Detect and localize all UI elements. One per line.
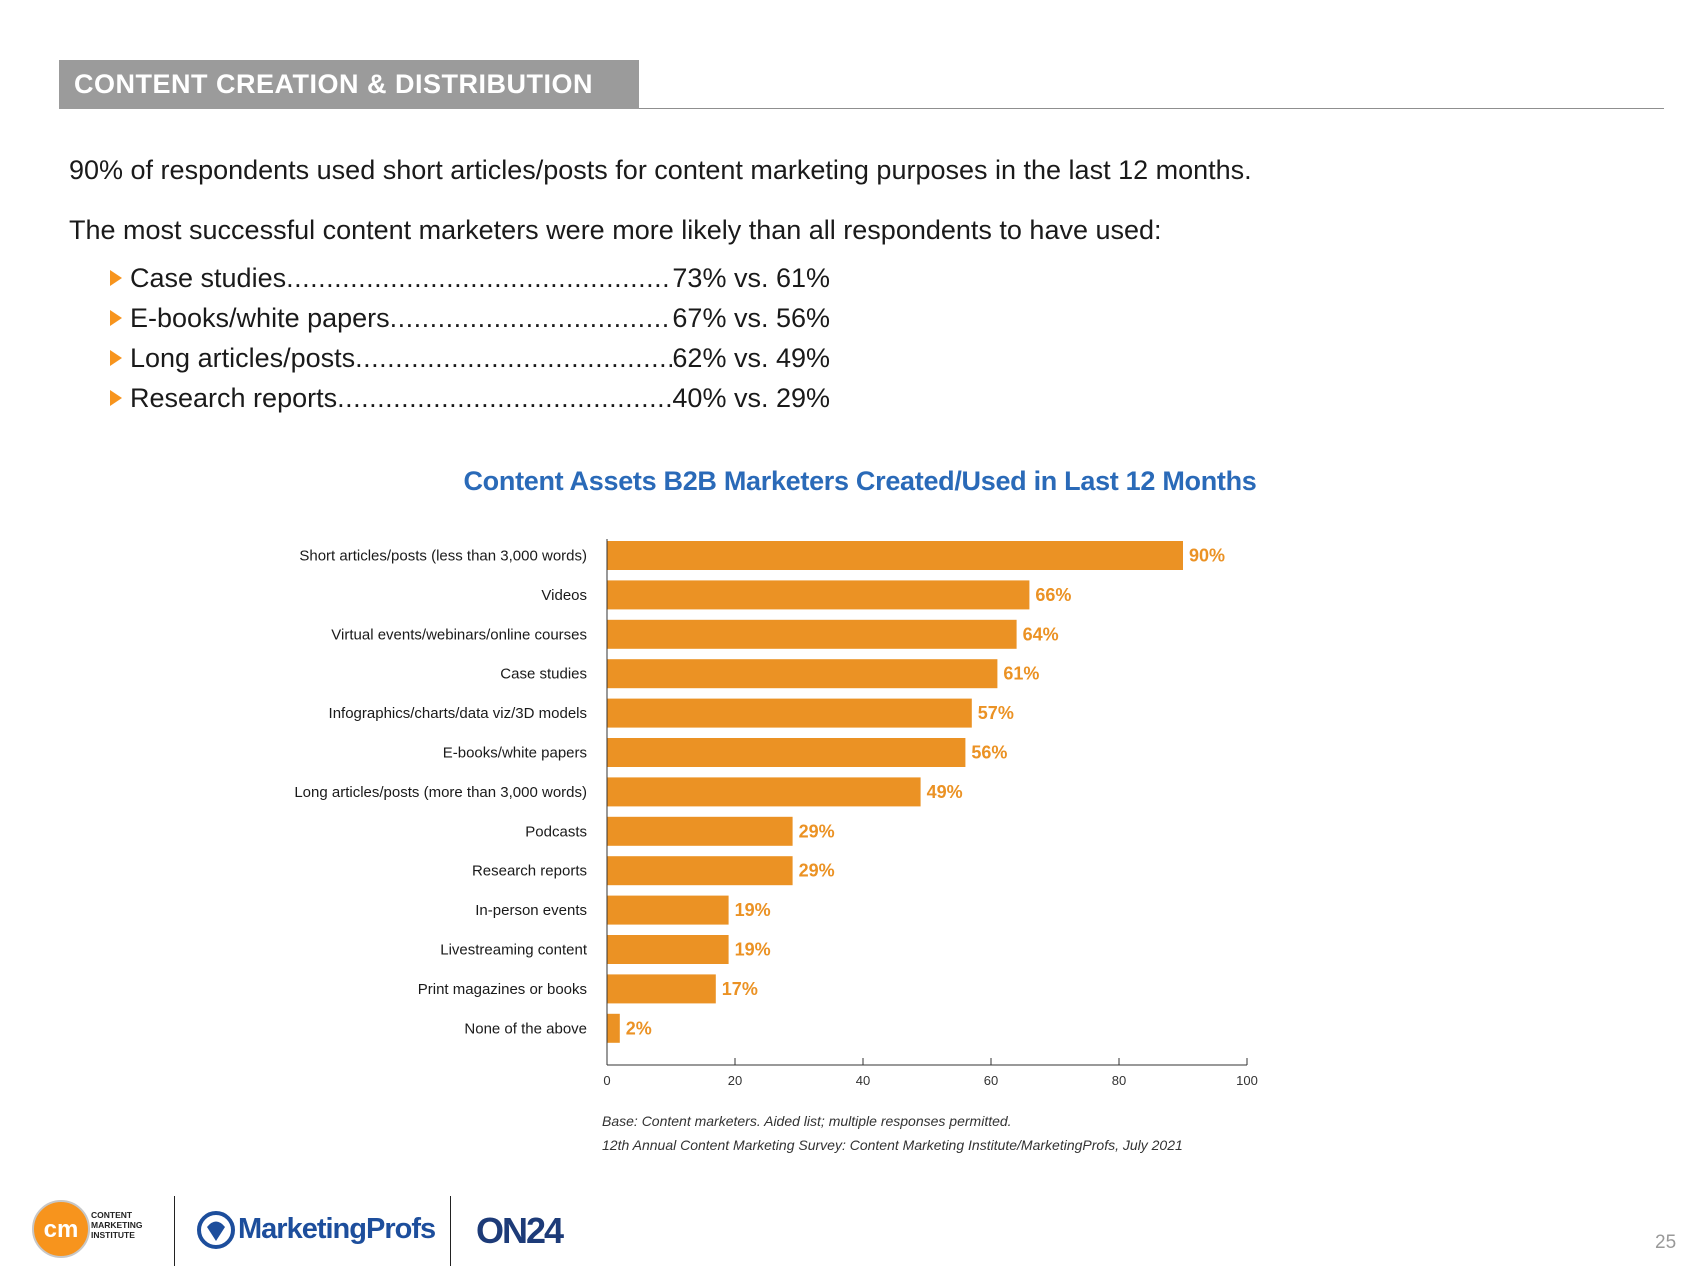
category-label: Print magazines or books <box>418 981 587 998</box>
marketingprofs-logo: MarketingProfs <box>238 1213 436 1245</box>
stat-label: Research reports <box>130 383 338 413</box>
cmi-initials: cm <box>44 1216 79 1243</box>
footnote-source: 12th Annual Content Marketing Survey: Co… <box>602 1137 1183 1153</box>
bar <box>607 895 729 925</box>
x-tick-label: 40 <box>856 1073 870 1088</box>
bar <box>607 580 1030 610</box>
category-label: Virtual events/webinars/online courses <box>331 626 587 643</box>
data-label: 17% <box>722 979 758 999</box>
x-tick-label: 60 <box>984 1073 998 1088</box>
stat-label: Long articles/posts <box>130 343 356 373</box>
bar <box>607 698 972 728</box>
data-label: 29% <box>799 821 835 841</box>
data-label: 64% <box>1023 624 1059 644</box>
category-label: Research reports <box>472 863 587 880</box>
stat-label: E-books/white papers <box>130 303 390 333</box>
bullet-arrow-icon <box>110 270 122 286</box>
data-label: 29% <box>799 861 835 881</box>
bar <box>607 856 793 886</box>
stat-value: 40% vs. 29% <box>672 383 830 413</box>
cmi-wordmark: CONTENT MARKETING INSTITUTE <box>91 1210 143 1240</box>
x-tick-label: 20 <box>728 1073 742 1088</box>
on24-logo: ON24 <box>476 1210 564 1251</box>
logo-separator <box>174 1196 175 1266</box>
intro-line-1: 90% of respondents used short articles/p… <box>69 155 1252 185</box>
stat-label: Case studies <box>130 263 287 293</box>
bullet-arrow-icon <box>110 350 122 366</box>
bar <box>607 738 966 767</box>
cmi-logo: cm <box>32 1200 90 1258</box>
x-tick-label: 100 <box>1236 1073 1258 1088</box>
category-label: Videos <box>541 587 587 604</box>
logo-bar: cm CONTENT MARKETING INSTITUTE Marketing… <box>32 1196 632 1266</box>
bar <box>607 541 1183 570</box>
stat-row: Long articles/posts 62% vs. 49% <box>110 338 830 378</box>
bullet-arrow-icon <box>110 310 122 326</box>
intro-line-2: The most successful content marketers we… <box>69 215 1162 245</box>
data-label: 61% <box>1003 664 1039 684</box>
category-label: Short articles/posts (less than 3,000 wo… <box>299 548 587 565</box>
logo-separator <box>450 1196 451 1266</box>
chart-title: Content Assets B2B Marketers Created/Use… <box>463 466 1257 496</box>
page-number: 25 <box>1655 1232 1677 1253</box>
bar <box>607 974 716 1004</box>
marketingprofs-icon <box>197 1211 235 1249</box>
category-label: E-books/white papers <box>443 745 587 762</box>
footnote-base: Base: Content marketers. Aided list; mul… <box>602 1113 1012 1129</box>
stat-row: E-books/white papers 67% vs. 56% <box>110 298 830 338</box>
stat-row: Case studies 73% vs. 61% <box>110 258 830 298</box>
data-label: 56% <box>971 743 1007 763</box>
stats-list: Case studies 73% vs. 61% E-books/white p… <box>110 258 830 418</box>
x-tick-label: 80 <box>1112 1073 1126 1088</box>
bullet-arrow-icon <box>110 390 122 406</box>
stat-value: 73% vs. 61% <box>672 263 830 293</box>
category-label: None of the above <box>464 1020 587 1037</box>
data-label: 90% <box>1189 546 1225 566</box>
section-header: CONTENT CREATION & DISTRIBUTION <box>59 60 639 109</box>
bar <box>607 1013 620 1043</box>
stat-value: 62% vs. 49% <box>672 343 830 373</box>
header-rule <box>639 108 1664 109</box>
bar <box>607 619 1017 649</box>
stat-row: Research reports 40% vs. 29% <box>110 378 830 418</box>
category-label: Infographics/charts/data viz/3D models <box>329 705 587 722</box>
stat-value: 67% vs. 56% <box>672 303 830 333</box>
data-label: 19% <box>735 940 771 960</box>
category-label: Long articles/posts (more than 3,000 wor… <box>294 784 587 801</box>
data-label: 66% <box>1035 585 1071 605</box>
data-label: 49% <box>927 782 963 802</box>
category-label: In-person events <box>475 902 587 919</box>
category-label: Livestreaming content <box>440 942 588 959</box>
data-label: 57% <box>978 703 1014 723</box>
x-tick-label: 0 <box>603 1073 610 1088</box>
category-label: Podcasts <box>525 823 587 840</box>
data-label: 19% <box>735 900 771 920</box>
bar <box>607 777 921 807</box>
category-label: Case studies <box>500 666 587 683</box>
data-label: 2% <box>626 1018 652 1038</box>
bar <box>607 935 729 964</box>
bar <box>607 659 998 689</box>
bar <box>607 816 793 846</box>
